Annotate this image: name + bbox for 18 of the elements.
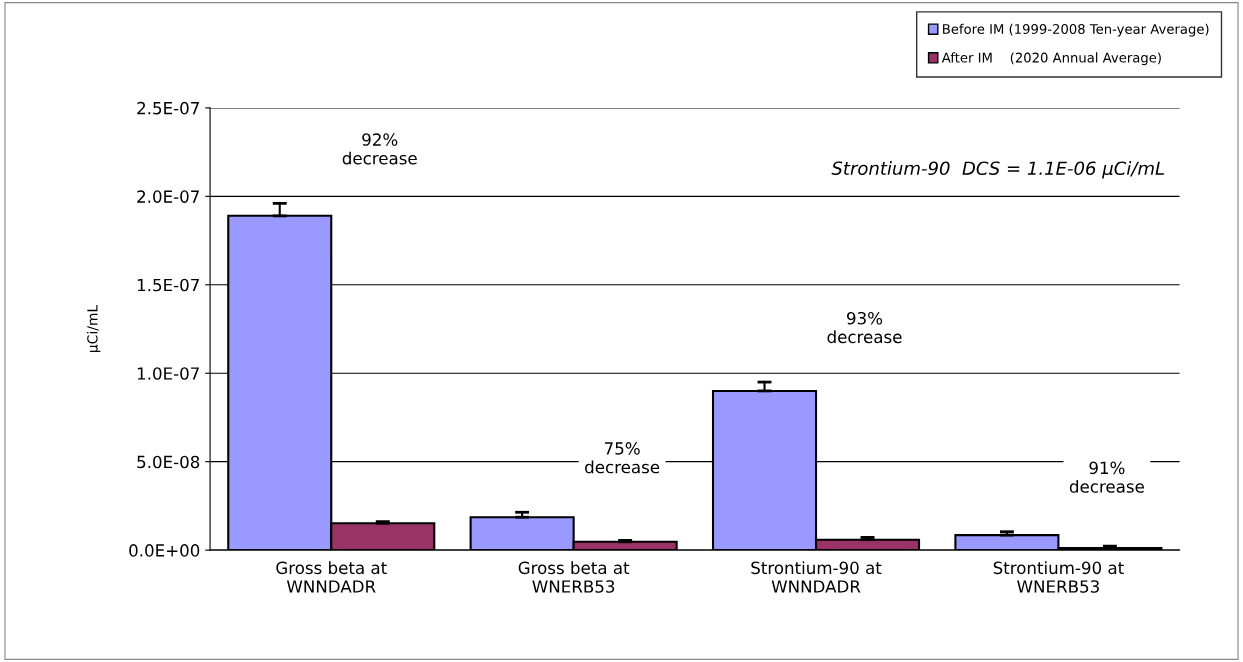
y-tick-label: 1.0E-07 (137, 367, 199, 380)
annotation: 93% decrease (827, 311, 902, 344)
x-tick-label: Gross beta at WNERB53 (518, 561, 630, 593)
x-tick-label: Gross beta at WNNDADR (276, 561, 387, 593)
legend-label: After IM (2020 Annual Average) (941, 52, 1161, 66)
legend-label: Before IM (1999-2008 Ten-year Average) (943, 23, 1209, 37)
annotation: 92% decrease (342, 133, 417, 165)
annotation: Strontium-90 DCS = 1.1E-06 µCi/mL (831, 161, 1164, 179)
x-tick-label: Strontium-90 at WNNDADR (751, 561, 882, 593)
y-tick-label: 1.5E-07 (137, 278, 199, 292)
x-tick-label: Strontium-90 at WNERB53 (993, 561, 1124, 593)
y-tick-label: 5.0E-08 (137, 455, 200, 469)
annotation: 75% decrease (585, 442, 660, 474)
y-tick-label: 2.5E-07 (137, 101, 199, 115)
annotation: 91% decrease (1069, 461, 1144, 493)
y-tick-label: 2.0E-07 (137, 190, 199, 203)
y-axis-title: µCi/mL (86, 304, 101, 352)
y-tick-label: 0.0E+00 (129, 544, 200, 557)
